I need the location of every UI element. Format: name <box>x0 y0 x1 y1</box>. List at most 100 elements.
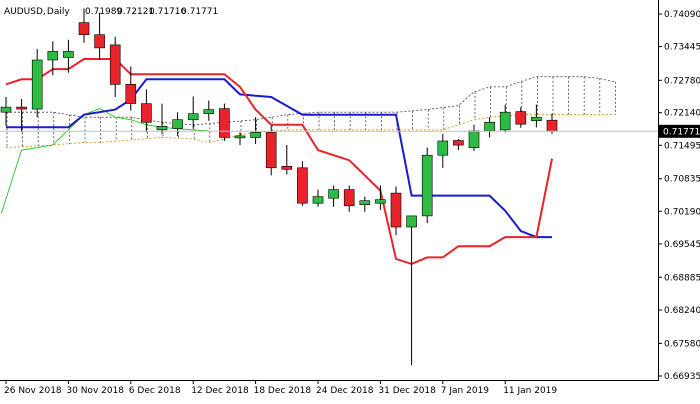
candle-1 <box>16 99 27 133</box>
candle-body-26 <box>406 215 417 228</box>
chart-frame <box>0 0 659 381</box>
candle-6 <box>94 12 105 60</box>
candle-8 <box>125 66 137 111</box>
candle-body-35 <box>546 119 558 132</box>
x-tick-label-6: 31 Dec 2018 <box>378 386 436 396</box>
chart-close-value: 0.71771 <box>181 7 218 17</box>
candle-33 <box>515 107 527 128</box>
y-tick-label-2: 0.72780 <box>664 76 700 86</box>
candle-21 <box>328 185 339 207</box>
candle-20 <box>312 189 324 207</box>
candle-body-22 <box>343 189 355 207</box>
y-axis: 0.74090 0.73445 0.72780 0.72140 0.71495 0.708… <box>658 10 700 382</box>
candle-body-6 <box>94 34 105 49</box>
chart-symbol: AUDUSD <box>4 7 43 17</box>
candle-10 <box>156 103 168 134</box>
candle-25 <box>390 186 402 236</box>
y-tick-label-1: 0.73445 <box>664 43 700 53</box>
candle-body-19 <box>297 167 308 204</box>
candle-16 <box>250 117 261 144</box>
candle-13 <box>203 100 215 121</box>
candle-2 <box>31 48 43 118</box>
candle-body-15 <box>234 135 246 139</box>
last-price-tag-text: 0.71771 <box>663 127 700 137</box>
x-tick-label-7: 7 Jan 2019 <box>441 386 489 396</box>
candle-body-31 <box>484 122 495 132</box>
x-tick-label-2: 6 Dec 2018 <box>129 386 181 396</box>
candle-body-10 <box>156 126 168 131</box>
candle-body-21 <box>328 189 339 199</box>
y-tick-label-4: 0.71495 <box>664 141 700 151</box>
y-tick-label-11: 0.66935 <box>664 372 700 382</box>
last-price-tag: 0.71771 <box>659 124 700 138</box>
candle-body-27 <box>421 154 433 217</box>
candle-body-30 <box>468 130 480 148</box>
chart-open-value: 0.71989 <box>85 7 122 17</box>
x-tick-label-1: 30 Nov 2018 <box>66 386 124 396</box>
candle-3 <box>47 41 59 76</box>
candle-body-23 <box>359 200 371 205</box>
candlesticks <box>0 8 558 366</box>
candle-9 <box>141 89 152 133</box>
chart-title: AUDUSD , Daily 0.71989 0.72121 0.71716 0… <box>4 7 218 17</box>
chart-timeframe: Daily <box>47 7 70 17</box>
candle-body-1 <box>16 106 27 110</box>
candle-19 <box>297 161 308 206</box>
candle-28 <box>437 133 449 168</box>
candle-4 <box>63 39 74 73</box>
y-tick-label-9: 0.68240 <box>664 306 700 316</box>
candle-34 <box>531 104 542 128</box>
candle-body-12 <box>187 113 199 121</box>
candle-body-7 <box>109 44 121 85</box>
candle-body-34 <box>531 116 542 121</box>
candle-body-33 <box>515 111 527 125</box>
candle-body-0 <box>0 106 12 113</box>
candle-body-4 <box>63 51 74 58</box>
candle-body-17 <box>265 132 277 169</box>
candle-0 <box>0 97 12 126</box>
candle-body-11 <box>172 119 183 129</box>
candle-body-2 <box>31 59 43 110</box>
y-tick-label-0: 0.74090 <box>664 10 700 20</box>
y-tick-label-6: 0.70190 <box>664 207 700 217</box>
candle-body-16 <box>250 132 261 138</box>
last-price-tag-bg <box>659 124 700 138</box>
candle-body-25 <box>390 192 402 228</box>
candle-body-8 <box>125 84 137 104</box>
x-tick-label-0: 26 Nov 2018 <box>4 386 62 396</box>
candle-27 <box>421 147 433 223</box>
candle-7 <box>109 36 121 97</box>
candle-body-32 <box>499 111 511 131</box>
candle-14 <box>219 103 230 141</box>
blue-line <box>6 78 552 239</box>
candle-29 <box>453 139 464 151</box>
chart-high-value: 0.72121 <box>117 7 154 17</box>
candle-body-9 <box>141 103 152 123</box>
cloud-lower-line <box>5 114 615 148</box>
candle-body-28 <box>437 140 449 156</box>
y-tick-label-3: 0.72140 <box>664 109 700 119</box>
candle-body-24 <box>375 199 386 204</box>
x-tick-label-8: 11 Jan 2019 <box>503 386 557 396</box>
y-tick-label-5: 0.70835 <box>664 175 700 185</box>
candle-17 <box>265 125 277 176</box>
candle-18 <box>281 145 293 175</box>
candle-body-18 <box>281 166 293 170</box>
candle-12 <box>187 96 199 129</box>
candle-body-5 <box>78 22 90 36</box>
candle-body-14 <box>219 108 230 138</box>
candle-body-3 <box>47 51 59 61</box>
x-tick-label-5: 24 Dec 2018 <box>316 386 374 396</box>
candle-24 <box>375 185 386 210</box>
candle-body-29 <box>453 140 464 146</box>
y-tick-label-7: 0.69545 <box>664 240 700 250</box>
x-tick-label-3: 12 Dec 2018 <box>191 386 249 396</box>
ichimoku-cloud <box>5 76 616 148</box>
x-tick-label-4: 18 Dec 2018 <box>254 386 312 396</box>
candle-11 <box>172 112 183 136</box>
candle-22 <box>343 185 355 212</box>
red-line <box>5 58 553 265</box>
y-tick-label-10: 0.67580 <box>664 339 700 349</box>
